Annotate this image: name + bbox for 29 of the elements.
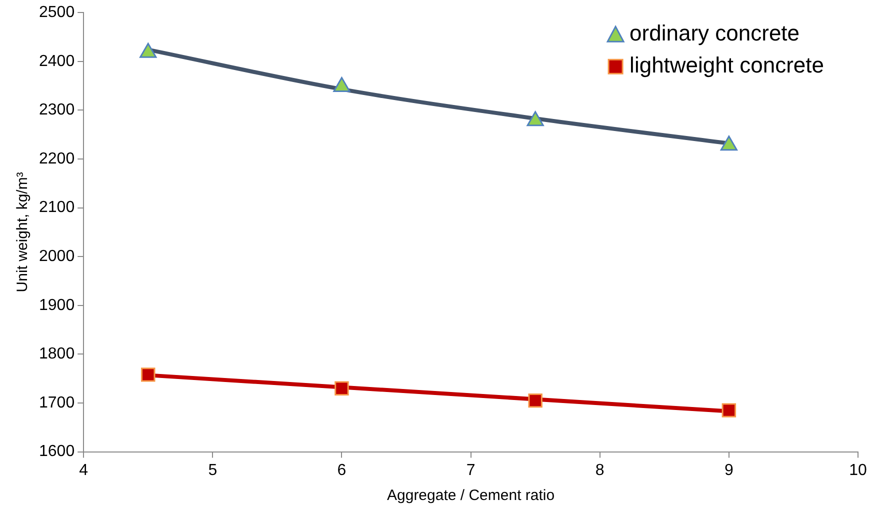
y-tick-label: 2200 (39, 150, 75, 168)
x-axis-title: Aggregate / Cement ratio (387, 487, 555, 504)
y-tick-label: 2400 (39, 52, 75, 70)
point (141, 368, 156, 382)
y-tick-label: 1600 (39, 443, 75, 460)
point (528, 393, 542, 408)
y-tick-label: 1900 (39, 296, 75, 314)
legend-label: lightweight concrete (630, 52, 824, 78)
y-axis-title: Unit weight, kg/m³ (14, 172, 32, 292)
point (140, 42, 157, 58)
x-tick-label: 10 (849, 462, 867, 479)
y-tick-label: 2000 (39, 248, 75, 266)
x-tick-label: 9 (724, 462, 734, 479)
y-tick-label: 2100 (39, 199, 75, 216)
x-tick-label: 4 (79, 462, 88, 479)
y-tick-label: 1800 (39, 346, 75, 363)
y-tick-label: 2500 (39, 4, 75, 22)
legend-label: ordinary concrete (630, 20, 800, 46)
x-tick-label: 5 (208, 462, 218, 479)
point (334, 381, 349, 396)
y-tick-label: 2300 (39, 102, 75, 119)
point (722, 403, 736, 418)
x-tick-label: 6 (337, 462, 346, 479)
point (526, 111, 544, 126)
x-tick-label: 7 (466, 462, 476, 479)
x-tick-label: 8 (595, 462, 604, 479)
y-tick-label: 1700 (39, 394, 75, 412)
point (720, 136, 738, 151)
point (333, 77, 350, 92)
